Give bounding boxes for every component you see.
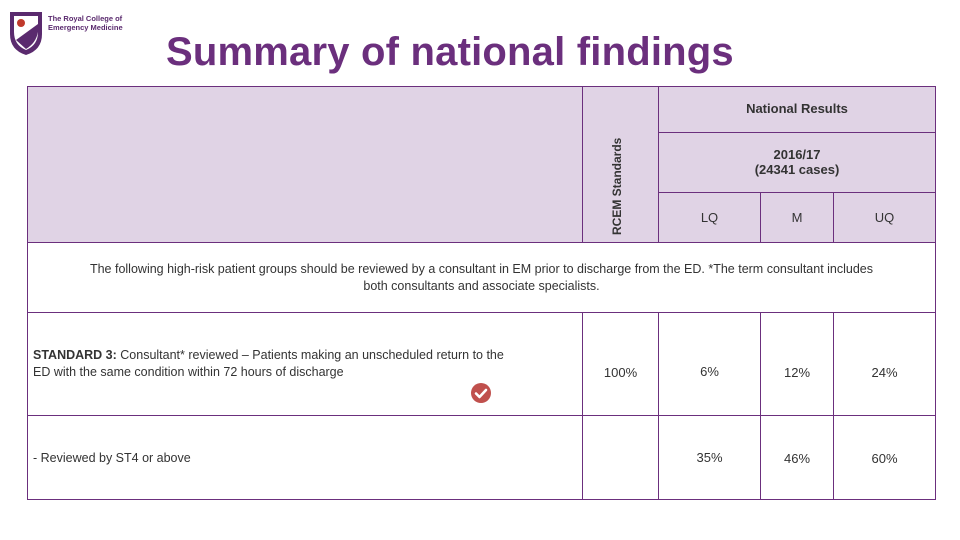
row-2-uq: 60% xyxy=(871,451,898,466)
row-1-label-rest: Consultant* reviewed – Patients making a… xyxy=(116,348,504,362)
rcem-standards-label: RCEM Standards xyxy=(610,137,624,235)
row-1-uq-cell xyxy=(833,312,936,416)
intro-line-2: both consultants and associate specialis… xyxy=(363,279,600,293)
uq-label: UQ xyxy=(874,210,895,225)
row-2-m: 46% xyxy=(783,451,811,466)
intro-row xyxy=(27,242,936,313)
college-logo: The Royal College of Emergency Medicine xyxy=(8,10,138,58)
college-logo-text: The Royal College of Emergency Medicine xyxy=(48,14,123,32)
row-1-standard: 100% xyxy=(603,365,638,380)
row-1-label-line-2: ED with the same condition within 72 hou… xyxy=(33,365,344,379)
row-2-uq-cell xyxy=(833,415,936,500)
row-1-label-bold: STANDARD 3: xyxy=(33,348,117,362)
row-2-standard-cell xyxy=(582,415,659,500)
period-label-line-1: 2016/17 xyxy=(773,147,821,162)
logo-line-1: The Royal College of xyxy=(48,14,123,23)
national-results-header xyxy=(658,86,936,133)
row-1-m-cell xyxy=(760,312,834,416)
college-logo-icon xyxy=(10,12,42,55)
row-1-uq: 24% xyxy=(871,365,898,380)
period-label-line-2: (24341 cases) xyxy=(754,162,840,177)
row-2-label: - Reviewed by ST4 or above xyxy=(33,451,191,465)
row-2-lq: 35% xyxy=(696,450,723,465)
checkmark-icon xyxy=(471,383,491,403)
lq-label: LQ xyxy=(700,210,719,225)
uq-header xyxy=(833,192,936,243)
row-1-lq: 6% xyxy=(700,364,719,379)
page-title: Summary of national findings xyxy=(166,30,734,74)
intro-line-1: The following high-risk patient groups s… xyxy=(89,262,874,276)
row-1-label: STANDARD 3: Consultant* reviewed – Patie… xyxy=(33,347,573,381)
logo-line-2: Emergency Medicine xyxy=(48,23,123,32)
findings-table: National Results 2016/17 (24341 cases) L… xyxy=(27,86,936,500)
row-1-m: 12% xyxy=(783,365,811,380)
national-results-label: National Results xyxy=(746,101,848,116)
row-1-standard-cell xyxy=(582,312,659,416)
header-blank-cell xyxy=(27,86,583,243)
rcem-standards-header xyxy=(582,86,659,243)
m-label: M xyxy=(791,210,803,225)
